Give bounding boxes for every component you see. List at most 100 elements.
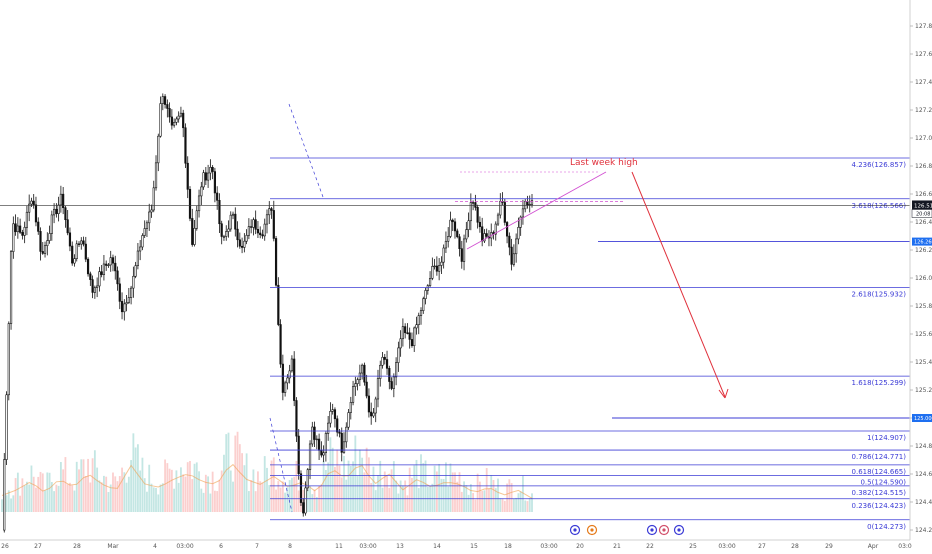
volume-bar (272, 457, 275, 512)
volume-bar (456, 481, 459, 512)
volume-bar (377, 475, 379, 512)
candle-body (351, 386, 355, 403)
volume-bar (463, 481, 465, 512)
candle-body (3, 459, 6, 531)
candle-body (512, 253, 515, 265)
volume-bar (413, 465, 416, 512)
volume-bar (381, 487, 384, 512)
candle-body (453, 221, 457, 232)
candle-body (207, 172, 210, 181)
candle-body (118, 283, 121, 302)
volume-bar (438, 463, 441, 512)
candle-body (390, 381, 393, 389)
volume-bar (417, 488, 420, 512)
time-tick-label: 26 (1, 543, 9, 550)
time-tick-label: 20 (576, 543, 584, 550)
candle-body (293, 358, 296, 401)
volume-bar (164, 459, 166, 512)
volume-bar (336, 449, 339, 512)
volume-bar (506, 483, 508, 512)
volume-bar (57, 485, 60, 512)
fib-label: 4.236(126.857) (852, 161, 907, 169)
candle-body (363, 364, 366, 383)
volume-bar (229, 470, 232, 512)
candle-body (256, 229, 260, 234)
volume-bar (73, 490, 76, 512)
volume-bar (141, 457, 144, 512)
volume-bar (275, 489, 277, 512)
volume-bar (322, 460, 325, 512)
volume-bar (236, 431, 239, 512)
volume-bar (338, 465, 341, 512)
candle-body (472, 202, 475, 204)
volume-bar (460, 491, 463, 512)
candle-body (449, 219, 452, 237)
candle-body (197, 195, 201, 212)
candle-body (440, 261, 443, 266)
fib-label: 0.786(124.771) (852, 453, 907, 461)
candle-body (145, 222, 149, 229)
candle-body (268, 208, 271, 216)
candle-body (519, 216, 522, 228)
candle-body (517, 227, 520, 240)
candle-body (14, 223, 17, 233)
candle-body (311, 426, 314, 445)
volume-bar (422, 463, 425, 512)
dashed-guide-lower[interactable] (269, 417, 293, 513)
candle-body (120, 301, 124, 313)
volume-bar (528, 498, 531, 512)
volume-bar (492, 480, 495, 512)
price-tick-label: 126.600 (915, 191, 932, 198)
candle-body (177, 115, 180, 120)
candle-body (399, 338, 402, 349)
projection-arrow-line[interactable] (631, 171, 726, 398)
candle-body (154, 162, 158, 189)
candle-body (222, 236, 226, 238)
time-tick-label: 03:00 (359, 543, 376, 550)
volume-bar (234, 435, 237, 512)
event-marker-dot-icon (573, 528, 577, 532)
dashed-guide-upper[interactable] (288, 103, 324, 198)
candle-body (102, 263, 106, 275)
candle-body (474, 202, 477, 208)
volume-bar (508, 479, 511, 512)
candle-body (240, 245, 244, 248)
price-marker-lower[interactable] (912, 414, 932, 422)
volume-bar (143, 478, 146, 512)
time-tick-label: 03:00 (718, 543, 735, 550)
volume-bar (41, 473, 44, 512)
candle-body (82, 240, 85, 245)
volume-bar (315, 497, 318, 512)
candle-body (62, 193, 65, 209)
candle-body (150, 209, 153, 213)
volume-bar (19, 495, 22, 512)
candle-body (299, 473, 303, 503)
candle-body (272, 210, 275, 239)
volume-bar (406, 495, 409, 512)
candle-body (345, 426, 348, 443)
volume-bar (358, 449, 361, 512)
volume-bar (69, 482, 71, 512)
candle-body (25, 211, 29, 228)
volume-bar (259, 481, 262, 512)
volume-bar (250, 480, 253, 512)
volume-bar (23, 485, 26, 512)
candle-body (408, 332, 411, 340)
volume-bar (386, 474, 388, 512)
volume-bar (209, 493, 212, 512)
fib-label: 0.382(124.515) (852, 489, 907, 497)
candle-body (34, 204, 38, 223)
volume-bar (277, 481, 280, 512)
candle-body (381, 356, 384, 366)
candle-body (130, 287, 133, 298)
candle-body (496, 214, 500, 225)
volume-bar (291, 477, 293, 512)
volume-bar (503, 500, 506, 512)
drawings[interactable]: Last week high (0, 103, 910, 536)
trend-line-lower[interactable] (466, 171, 607, 250)
candle-body (417, 315, 420, 325)
candle-body (139, 246, 142, 252)
price-marker-upper[interactable] (912, 237, 932, 246)
candle-body (229, 214, 232, 230)
